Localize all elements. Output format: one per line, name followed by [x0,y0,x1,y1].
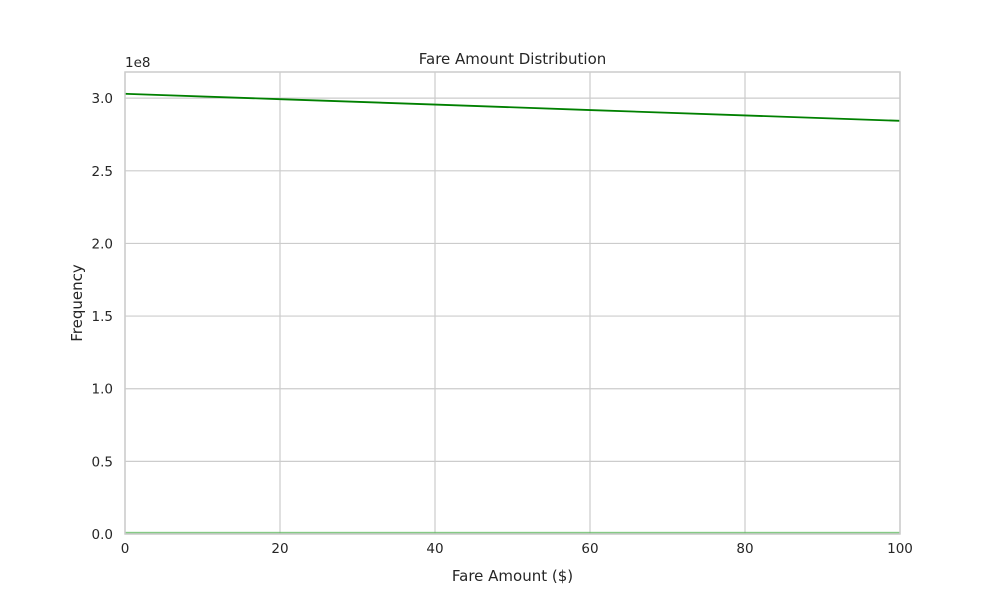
y-tick-label: 0.0 [92,527,113,543]
y-tick-label: 3.0 [92,91,113,107]
x-tick-label: 60 [581,541,598,557]
x-tick-label: 40 [426,541,443,557]
x-tick-label: 20 [271,541,288,557]
chart-title: Fare Amount Distribution [419,50,607,68]
x-tick-label: 80 [736,541,753,557]
y-axis-label: Frequency [68,264,86,342]
y-tick-label: 1.5 [92,309,113,325]
x-tick-labels: 0 20 40 60 80 100 [121,541,913,557]
y-tick-label: 1.0 [92,382,113,398]
plot-frame [124,71,901,535]
y-tick-labels: 0.0 0.5 1.0 1.5 2.0 2.5 3.0 [92,91,113,543]
x-axis-label: Fare Amount ($) [452,567,573,585]
y-tick-label: 2.0 [92,236,113,252]
y-tick-label: 2.5 [92,164,113,180]
histogram-bar [125,531,900,534]
y-offset-label: 1e8 [125,55,150,71]
series-lines [124,92,901,122]
y-tick-label: 0.5 [92,454,113,470]
x-tick-label: 100 [887,541,913,557]
x-tick-label: 0 [121,541,130,557]
grid-lines [124,72,901,535]
density-line [124,92,901,122]
histogram-bars [125,531,900,534]
